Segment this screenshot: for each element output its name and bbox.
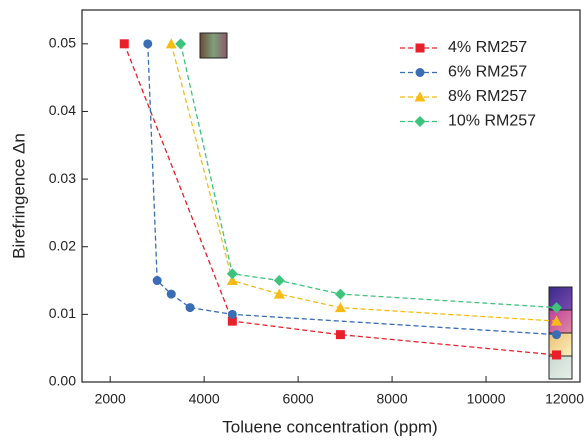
legend-marker xyxy=(415,68,425,77)
legend-text: 6% RM257 xyxy=(448,64,527,81)
marker xyxy=(227,309,237,319)
x-tick-label: 6000 xyxy=(283,391,314,407)
swatch xyxy=(548,355,573,380)
x-tick-label: 4000 xyxy=(189,391,220,407)
y-tick-label: 0.01 xyxy=(49,305,76,321)
legend-marker xyxy=(414,116,426,127)
marker xyxy=(227,316,237,326)
marker xyxy=(273,288,285,299)
series-line xyxy=(147,43,557,336)
marker xyxy=(334,288,346,300)
legend-text: 4% RM257 xyxy=(448,39,527,56)
series-line xyxy=(180,43,557,309)
marker xyxy=(552,330,562,340)
marker xyxy=(551,302,563,314)
marker xyxy=(143,39,153,49)
plot-frame xyxy=(81,9,581,383)
x-tick-label: 12000 xyxy=(545,391,584,407)
legend-text: 8% RM257 xyxy=(448,88,527,105)
swatch xyxy=(199,32,228,59)
marker xyxy=(119,39,129,49)
y-tick-label: 0.05 xyxy=(49,35,76,51)
y-tick-label: 0.00 xyxy=(49,373,76,389)
legend-text: 10% RM257 xyxy=(448,113,536,130)
marker xyxy=(334,302,346,313)
marker xyxy=(175,38,187,50)
marker xyxy=(335,330,345,340)
marker xyxy=(165,38,177,49)
x-axis-title: Toluene concentration (ppm) xyxy=(222,417,437,436)
series-line xyxy=(123,43,557,356)
x-tick-label: 8000 xyxy=(376,391,407,407)
x-tick-label: 10000 xyxy=(467,391,506,407)
y-tick-label: 0.02 xyxy=(49,237,76,253)
y-axis-title: Birefringence Δn xyxy=(9,133,28,259)
series-line xyxy=(170,43,557,322)
marker xyxy=(226,275,238,286)
legend-marker xyxy=(415,43,425,53)
y-tick-label: 0.04 xyxy=(49,102,76,118)
x-tick-label: 2000 xyxy=(95,391,126,407)
marker xyxy=(152,276,162,286)
marker xyxy=(185,303,195,313)
marker xyxy=(273,275,285,287)
marker xyxy=(166,289,176,299)
marker xyxy=(226,268,238,280)
marker xyxy=(552,350,562,360)
marker xyxy=(551,315,563,326)
legend-marker xyxy=(414,91,426,102)
y-tick-label: 0.03 xyxy=(49,170,76,186)
